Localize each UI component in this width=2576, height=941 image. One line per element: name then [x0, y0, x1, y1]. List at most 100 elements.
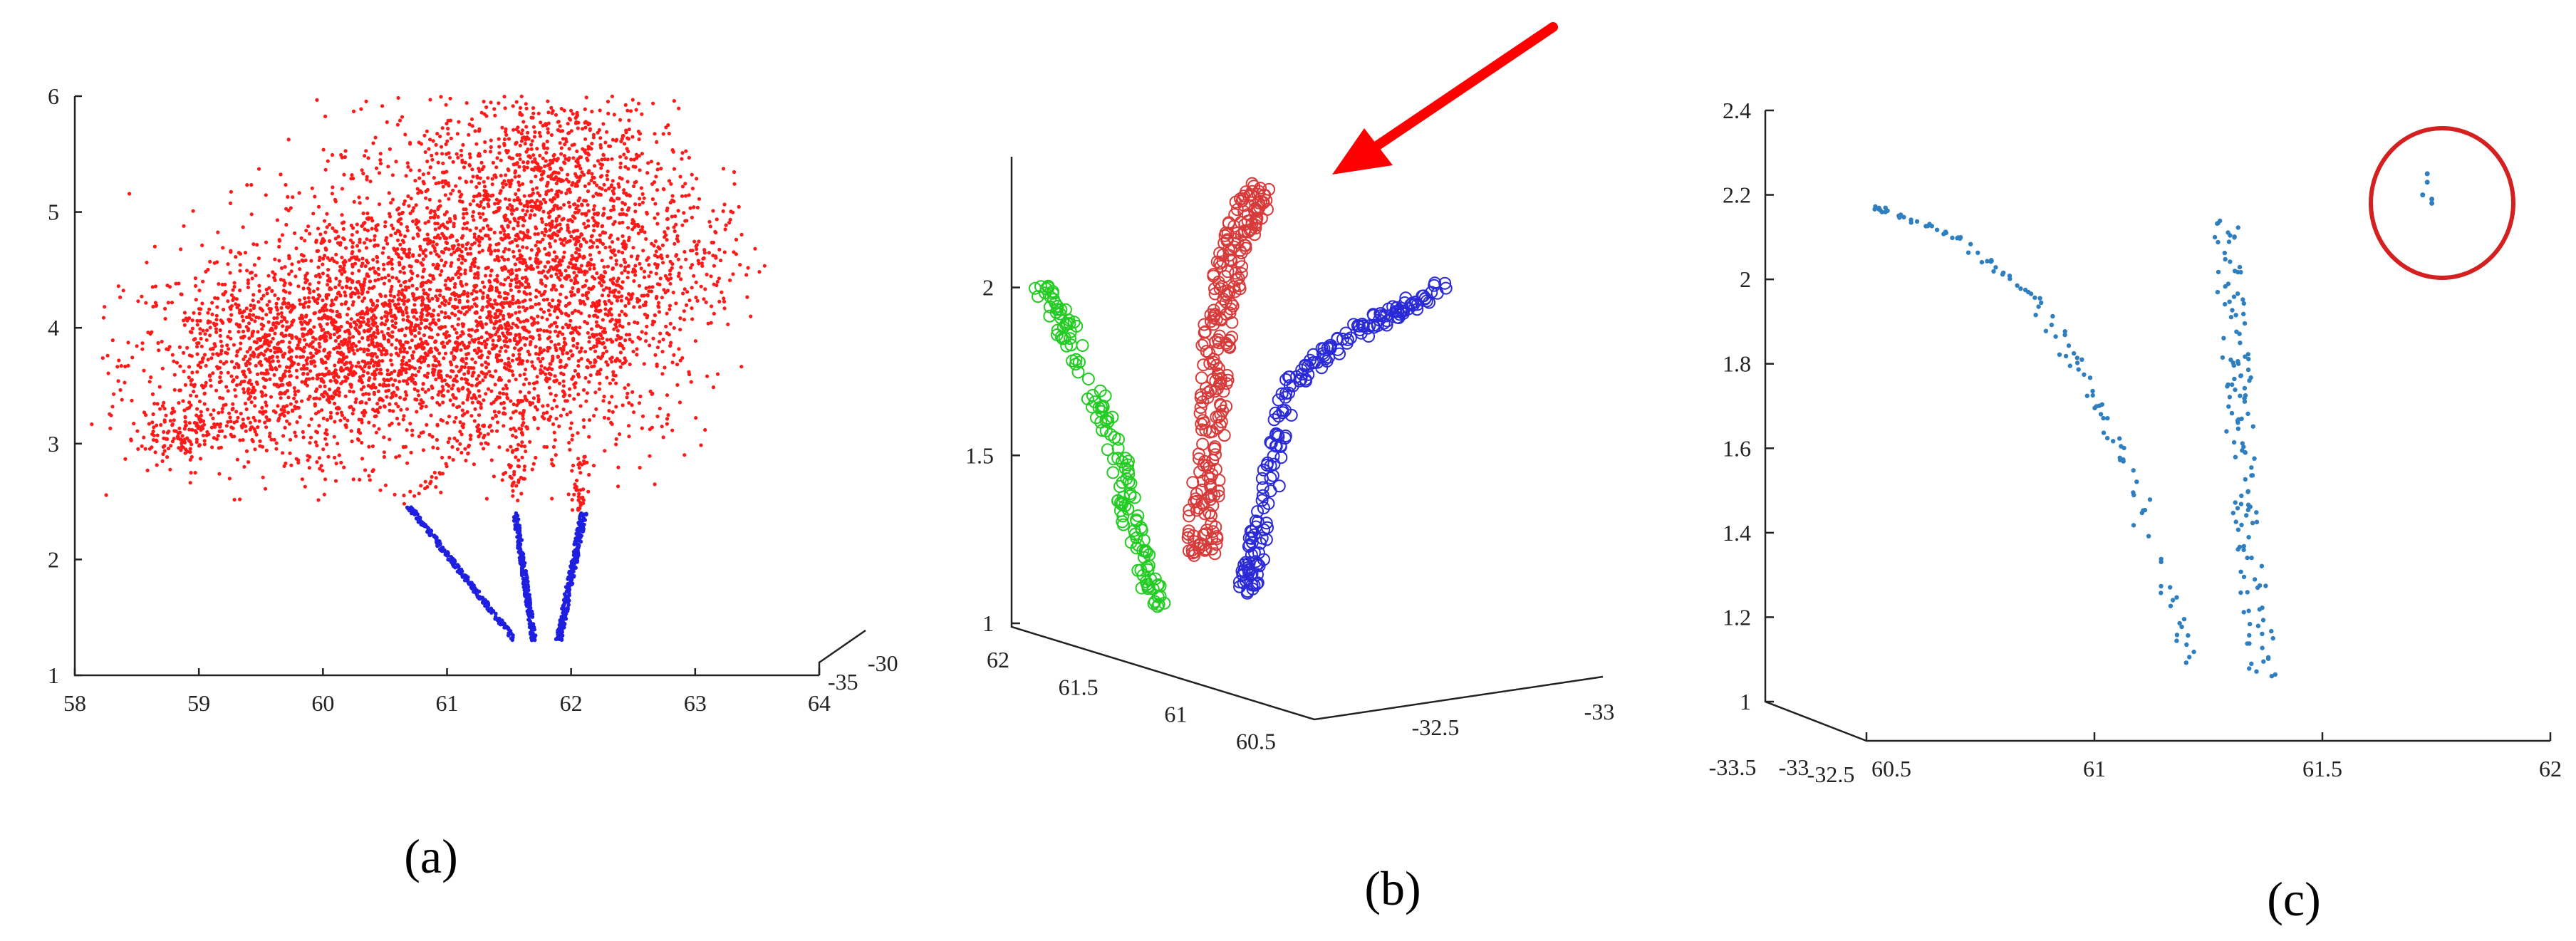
crown-point [504, 296, 509, 301]
crown-point [625, 180, 630, 184]
crown-point [524, 106, 529, 110]
crown-point [546, 99, 550, 103]
crown-point [403, 285, 408, 289]
crown-point [593, 349, 598, 353]
crown-point [599, 326, 603, 330]
crown-point [598, 142, 603, 147]
crown-point [340, 286, 345, 290]
crown-point [398, 284, 403, 288]
crown-point [669, 340, 673, 345]
crown-point [576, 287, 581, 291]
crown-point [238, 347, 242, 351]
crown-point [218, 333, 222, 338]
crown-point [342, 172, 346, 177]
crown-point [531, 191, 536, 195]
crown-point [196, 363, 200, 368]
crown-point [435, 446, 440, 451]
crown-point [575, 184, 580, 188]
crown-point [569, 421, 573, 425]
crown-point [170, 301, 175, 305]
crown-point [657, 310, 662, 314]
crown-point [447, 415, 452, 419]
crown-point [405, 161, 410, 165]
crown-point [482, 165, 486, 169]
crown-point [464, 212, 469, 216]
crown-point [557, 214, 561, 219]
crown-point [433, 340, 437, 344]
crown-point [559, 107, 564, 111]
crown-point [620, 294, 624, 298]
crown-point [421, 251, 425, 255]
crown-point [189, 383, 194, 387]
crown-point [349, 405, 353, 409]
crown-point [668, 281, 672, 286]
crown-point [373, 335, 378, 339]
crown-point [373, 377, 377, 381]
crown-point [627, 401, 631, 405]
crown-point [410, 428, 415, 432]
crown-point [226, 299, 230, 303]
crown-point [656, 162, 660, 166]
crown-point [462, 343, 466, 348]
crown-point [277, 244, 281, 249]
crown-point [420, 301, 425, 306]
crown-point [432, 308, 436, 313]
crown-point [623, 303, 628, 308]
crown-point [608, 245, 612, 249]
crown-point [210, 301, 214, 305]
crown-point [210, 312, 214, 316]
crown-point [340, 302, 344, 306]
crown-point [264, 313, 269, 317]
crown-point [699, 284, 703, 288]
crown-point [436, 313, 441, 317]
crown-point [325, 296, 329, 301]
crown-point [398, 395, 402, 400]
crown-point [684, 194, 688, 198]
crown-point [443, 311, 447, 315]
crown-point [422, 288, 426, 292]
crown-point [555, 405, 559, 409]
crown-point [502, 365, 507, 370]
crown-point [189, 471, 193, 475]
crown-point [650, 425, 655, 430]
crown-point [461, 401, 465, 405]
crown-point [260, 316, 264, 321]
crown-point [365, 322, 369, 326]
crown-point [521, 258, 526, 262]
crown-point [518, 335, 522, 340]
crown-point [482, 447, 486, 451]
crown-point [581, 388, 586, 392]
crown-point [578, 298, 582, 303]
crown-point [536, 265, 540, 269]
crown-point [643, 303, 648, 307]
crown-point [354, 364, 358, 368]
crown-point [251, 350, 256, 355]
crown-point [603, 245, 608, 250]
crown-point [332, 347, 336, 351]
crown-point [618, 221, 622, 225]
crown-point [388, 311, 393, 315]
crown-point [365, 196, 370, 200]
crown-point [536, 356, 541, 360]
crown-point [524, 102, 528, 106]
crown-point [583, 151, 588, 155]
crown-point [451, 188, 455, 192]
crown-point [261, 323, 266, 328]
crown-point [219, 370, 223, 375]
crown-point [370, 385, 374, 390]
crown-point [318, 309, 322, 313]
crown-point [670, 266, 674, 270]
crown-point [544, 227, 548, 232]
crown-point [435, 437, 440, 442]
crown-point [435, 400, 440, 405]
crown-point [610, 240, 615, 244]
crown-point [722, 202, 727, 207]
crown-point [474, 184, 479, 189]
crown-point [606, 293, 611, 298]
crown-point [510, 240, 514, 244]
crown-point [653, 132, 657, 136]
crown-point [256, 167, 261, 171]
crown-point [458, 442, 462, 446]
crown-point [394, 346, 398, 350]
crown-point [478, 288, 483, 293]
